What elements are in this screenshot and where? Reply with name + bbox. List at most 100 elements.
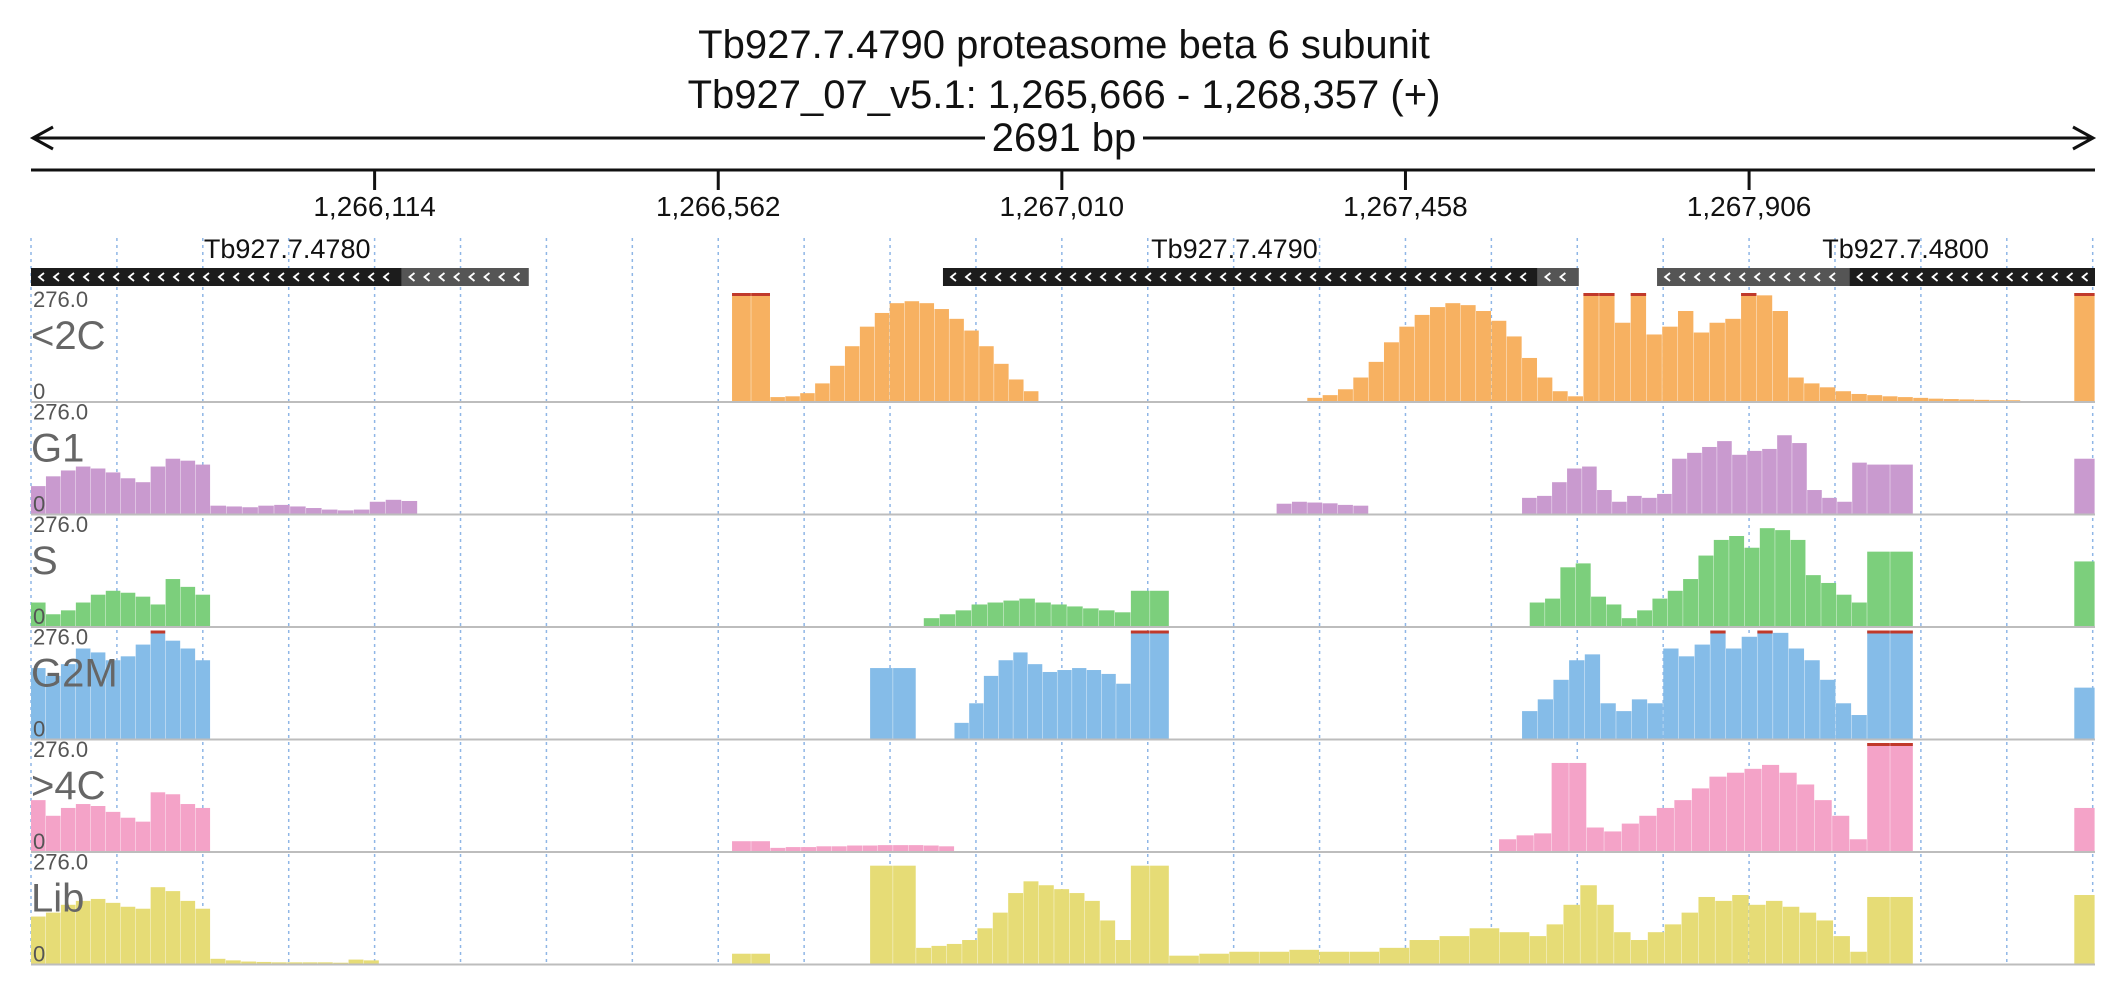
coverage-bar bbox=[31, 800, 46, 851]
gene-title: Tb927.7.4790 proteasome beta 6 subunit bbox=[698, 23, 1430, 67]
coverage-bar bbox=[1100, 920, 1116, 964]
coverage-bar bbox=[1522, 357, 1537, 401]
coverage-bar bbox=[1614, 322, 1631, 401]
coverage-bar bbox=[1989, 400, 2005, 401]
coverage-bar bbox=[1647, 932, 1665, 964]
coverage-bar bbox=[1051, 604, 1067, 626]
coverage-bar bbox=[337, 510, 354, 514]
coverage-bar bbox=[90, 594, 106, 626]
strand-chevron bbox=[949, 272, 957, 282]
coverage-bar bbox=[1814, 800, 1832, 851]
coverage-bar bbox=[1534, 833, 1552, 851]
coverage-bar bbox=[1773, 632, 1789, 739]
coverage-bar bbox=[105, 902, 121, 964]
coverage-bar bbox=[1537, 377, 1553, 401]
coverage-bar bbox=[1788, 377, 1804, 401]
coverage-bar bbox=[1150, 590, 1169, 626]
coverage-bar bbox=[1083, 608, 1099, 626]
strand-chevron bbox=[1189, 272, 1197, 282]
coverage-bar bbox=[1867, 464, 1890, 514]
strand-chevron bbox=[1976, 272, 1984, 282]
strand-chevron bbox=[1768, 272, 1776, 282]
coverage-bar bbox=[290, 506, 306, 514]
coverage-bar bbox=[1713, 539, 1729, 626]
coverage-bar bbox=[1067, 606, 1083, 626]
coverage-bar bbox=[1747, 450, 1762, 514]
strand-chevron bbox=[1886, 272, 1894, 282]
coverage-bar bbox=[1822, 497, 1837, 514]
coverage-bar bbox=[1820, 679, 1836, 739]
coverage-bar bbox=[1639, 815, 1657, 851]
track-name: G2M bbox=[31, 652, 118, 696]
coverage-bar bbox=[969, 703, 984, 739]
coverage-bar bbox=[1499, 839, 1517, 851]
coverage-bar bbox=[258, 505, 274, 514]
coverage-bar bbox=[1835, 703, 1852, 739]
track-S: 276.0S 0 bbox=[31, 512, 2095, 629]
coverage-bar bbox=[1788, 648, 1805, 739]
coverage-bar bbox=[919, 303, 935, 401]
strand-chevron bbox=[352, 272, 360, 282]
coverage-bar bbox=[1832, 815, 1850, 851]
coverage-bar bbox=[1130, 630, 1150, 739]
coverage-bar bbox=[1575, 563, 1591, 626]
coverage-bar bbox=[90, 898, 106, 964]
coverage-bar bbox=[1583, 293, 1599, 401]
coverage-bar bbox=[120, 906, 136, 964]
coverage-bar bbox=[908, 845, 924, 851]
strand-chevron bbox=[513, 272, 521, 282]
coverage-bar bbox=[1038, 885, 1054, 964]
coverage-bar bbox=[1849, 839, 1867, 851]
ruler-tick-label: 1,266,114 bbox=[313, 191, 436, 222]
coverage-bar bbox=[1621, 823, 1639, 851]
coverage-bar bbox=[1726, 772, 1745, 851]
coverage-bar bbox=[150, 792, 166, 851]
coverage-bar bbox=[916, 947, 932, 964]
coverage-bar bbox=[105, 811, 121, 851]
strand-chevron bbox=[408, 272, 416, 282]
coverage-bar bbox=[889, 303, 905, 401]
locus-title: Tb927_07_v5.1: 1,265,666 - 1,268,357 (+) bbox=[688, 73, 1441, 117]
coverage-bar bbox=[1765, 900, 1783, 964]
strand-chevron bbox=[1069, 272, 1077, 282]
coverage-bar bbox=[816, 846, 832, 851]
strand-chevron bbox=[1828, 272, 1836, 282]
strand-chevron bbox=[2081, 272, 2089, 282]
strand-chevron bbox=[1856, 272, 1864, 282]
track-scale-min: 0 bbox=[33, 942, 45, 967]
coverage-bar bbox=[75, 804, 91, 851]
coverage-bar bbox=[1013, 652, 1028, 739]
strand-chevron bbox=[1039, 272, 1047, 282]
strand-chevron bbox=[337, 272, 345, 282]
coverage-bar bbox=[75, 648, 91, 739]
coverage-bar bbox=[1816, 920, 1834, 964]
coverage-bar bbox=[1499, 932, 1530, 964]
coverage-bar bbox=[1054, 889, 1070, 964]
coverage-bar bbox=[1890, 464, 1913, 514]
coverage-bar bbox=[1276, 503, 1292, 514]
strand-chevron bbox=[1946, 272, 1954, 282]
coverage-bar bbox=[1943, 399, 1959, 401]
coverage-bar bbox=[751, 841, 770, 851]
strand-chevron bbox=[1309, 272, 1317, 282]
gene-block bbox=[1537, 268, 1579, 286]
coverage-bar bbox=[1612, 501, 1627, 514]
coverage-bar bbox=[1023, 391, 1039, 401]
strand-chevron bbox=[2066, 272, 2074, 282]
coverage-bar bbox=[1664, 924, 1682, 964]
coverage-bar bbox=[165, 794, 181, 851]
coverage-bar bbox=[1674, 800, 1692, 851]
coverage-bar bbox=[1837, 501, 1852, 514]
coverage-bar bbox=[1698, 555, 1714, 626]
coverage-bar bbox=[1399, 326, 1415, 401]
coverage-bar bbox=[1819, 387, 1836, 401]
coverage-bar bbox=[60, 904, 76, 964]
coverage-bar bbox=[195, 807, 211, 851]
ruler-tick-label: 1,267,010 bbox=[1000, 191, 1125, 222]
coverage-bar bbox=[1693, 332, 1710, 401]
coverage-bar bbox=[1647, 703, 1663, 739]
clipped-marker bbox=[1130, 630, 1150, 634]
coverage-bar bbox=[1851, 602, 1867, 626]
track-scale-min: 0 bbox=[33, 492, 45, 517]
coverage-bar bbox=[1560, 567, 1576, 626]
